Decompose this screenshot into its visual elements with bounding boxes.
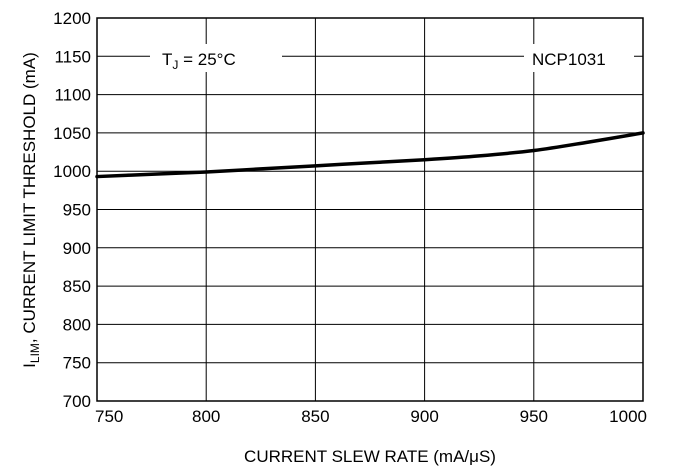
y-tick-label: 700 (63, 392, 91, 411)
y-tick-label: 1100 (54, 86, 91, 105)
y-tick-label: 850 (63, 277, 91, 296)
x-tick-label: 800 (192, 407, 220, 426)
y-tick-label: 1150 (54, 47, 91, 66)
grid-lines (97, 18, 643, 401)
condition-label-bg (150, 44, 282, 72)
y-tick-label: 1000 (53, 162, 91, 181)
y-tick-label: 950 (63, 201, 91, 220)
x-axis-title: CURRENT SLEW RATE (mA/μS) (244, 447, 496, 466)
plot-frame (96, 17, 644, 402)
y-tick-labels: 700 750 800 850 900 950 1000 1050 1100 1150 1200 (53, 9, 91, 411)
y-tick-label: 1050 (53, 124, 91, 143)
device-label: NCP1031 (532, 50, 606, 69)
x-tick-label: 1000 (609, 407, 647, 426)
x-tick-label: 750 (95, 407, 123, 426)
device-label-bg (524, 44, 634, 72)
y-tick-label: 750 (63, 354, 91, 373)
y-tick-label: 1200 (53, 9, 91, 28)
x-tick-label: 850 (301, 407, 329, 426)
condition-label: TJ = 25°C (162, 50, 236, 72)
x-tick-label: 950 (520, 407, 548, 426)
y-axis-title: ILIM, CURRENT LIMIT THRESHOLD (mA) (20, 52, 42, 368)
x-tick-labels: 750 800 850 900 950 1000 (95, 407, 647, 426)
x-tick-label: 900 (410, 407, 438, 426)
y-tick-label: 900 (63, 239, 91, 258)
series-line (95, 131, 645, 179)
y-tick-label: 800 (63, 315, 91, 334)
